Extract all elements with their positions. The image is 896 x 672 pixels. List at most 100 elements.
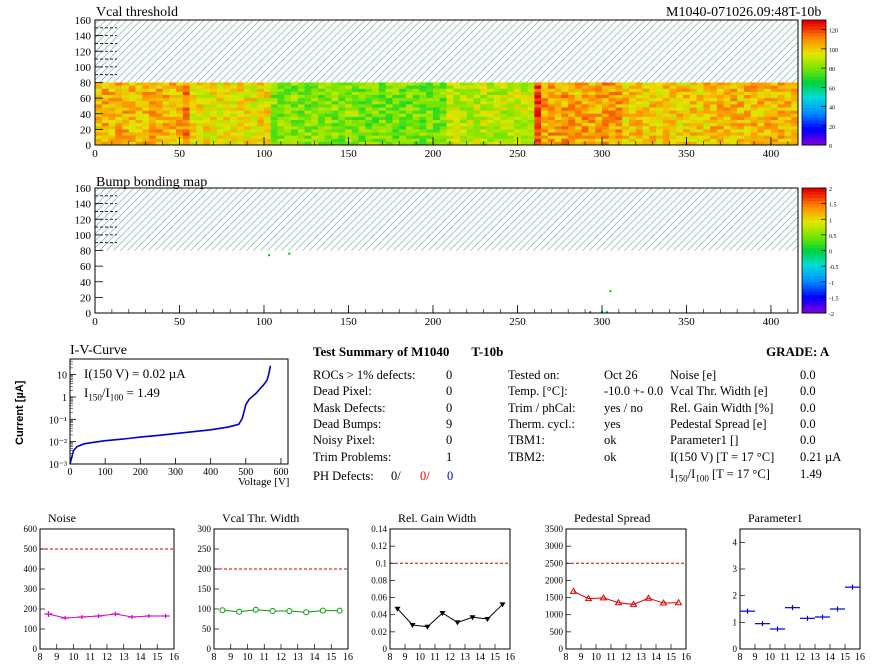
vcal-cell bbox=[622, 116, 630, 121]
vcal-cell bbox=[629, 98, 637, 102]
small-y-tick-label: 250 bbox=[198, 544, 212, 554]
vcal-cell bbox=[500, 85, 508, 90]
vcal-cell bbox=[601, 98, 610, 102]
vcal-cell bbox=[615, 126, 623, 130]
small-x-tick-label: 14 bbox=[475, 652, 485, 663]
vcal-cell bbox=[250, 132, 258, 137]
vcal-cell bbox=[149, 107, 157, 112]
vcal-cell bbox=[541, 88, 549, 93]
vcal-cell bbox=[541, 107, 549, 112]
small-y-tick-label: 100 bbox=[24, 624, 38, 634]
vcal-cell bbox=[223, 95, 231, 99]
vcal-cell bbox=[487, 91, 495, 96]
map-x-tick-label: 350 bbox=[678, 148, 695, 160]
vcal-cell bbox=[95, 123, 103, 127]
vcal-cell bbox=[696, 104, 704, 108]
vcal-cell bbox=[270, 126, 278, 130]
vcal-cell bbox=[311, 116, 319, 121]
vcal-cell bbox=[703, 138, 711, 143]
vcal-cell bbox=[439, 88, 447, 93]
vcal-cell bbox=[723, 126, 731, 130]
vcal-cell bbox=[460, 116, 468, 121]
vcal-cell bbox=[453, 104, 461, 108]
vcal-cell bbox=[318, 91, 326, 96]
vcal-cell bbox=[216, 85, 224, 90]
vcal-cell bbox=[615, 113, 623, 118]
vcal-cell bbox=[297, 132, 305, 137]
data-point bbox=[439, 611, 446, 616]
colorbar-tick-label: 2 bbox=[829, 187, 832, 193]
vcal-cell bbox=[162, 132, 170, 137]
vcal-cell bbox=[676, 95, 684, 99]
vcal-cell bbox=[460, 88, 468, 93]
vcal-cell bbox=[737, 104, 745, 108]
colorbar-segment bbox=[802, 281, 826, 286]
vcal-cell bbox=[588, 141, 596, 146]
vcal-cell bbox=[324, 135, 332, 140]
vcal-cell bbox=[574, 101, 583, 105]
iv-x-tick-label: 200 bbox=[133, 467, 148, 478]
vcal-cell bbox=[169, 104, 177, 108]
vcal-cell bbox=[764, 135, 772, 140]
vcal-cell bbox=[318, 132, 326, 137]
vcal-cell bbox=[135, 141, 143, 146]
vcal-cell bbox=[676, 123, 684, 127]
vcal-cell bbox=[128, 91, 136, 96]
vcal-cell bbox=[169, 98, 177, 102]
vcal-cell bbox=[250, 126, 258, 130]
vcal-cell bbox=[297, 116, 305, 121]
vcal-cell bbox=[351, 135, 360, 140]
vcal-cell bbox=[460, 141, 468, 146]
vcal-cell bbox=[629, 82, 637, 87]
vcal-cell bbox=[466, 88, 474, 93]
vcal-cell bbox=[135, 129, 143, 133]
vcal-cell bbox=[703, 98, 711, 102]
vcal-cell bbox=[608, 85, 616, 90]
vcal-cell bbox=[601, 135, 610, 140]
vcal-cell bbox=[554, 110, 562, 115]
vcal-cell bbox=[419, 95, 427, 99]
vcal-cell bbox=[770, 110, 779, 115]
vcal-cell bbox=[291, 101, 299, 105]
vcal-cell bbox=[473, 110, 481, 115]
vcal-cell bbox=[345, 113, 353, 118]
vcal-cell bbox=[209, 120, 218, 124]
vcal-cell bbox=[784, 120, 792, 124]
vcal-cell bbox=[635, 120, 643, 124]
vcal-cell bbox=[446, 91, 454, 96]
vcal-cell bbox=[358, 88, 366, 93]
vcal-cell bbox=[149, 82, 157, 87]
vcal-cell bbox=[629, 95, 637, 99]
vcal-cell bbox=[568, 126, 576, 130]
vcal-cell bbox=[419, 104, 427, 108]
vcal-cell bbox=[304, 126, 312, 130]
vcal-cell bbox=[716, 132, 725, 137]
vcal-cell bbox=[331, 104, 339, 108]
vcal-cell bbox=[527, 107, 535, 112]
vcal-cell bbox=[223, 85, 231, 90]
vcal-cell bbox=[473, 113, 481, 118]
vcal-cell bbox=[750, 95, 758, 99]
series-line bbox=[397, 604, 503, 628]
vcal-cell bbox=[669, 98, 677, 102]
vcal-cell bbox=[223, 116, 231, 121]
vcal-cell bbox=[493, 95, 501, 99]
iv-annotation-current: I(150 V) = 0.02 µA bbox=[84, 366, 186, 381]
vcal-cell bbox=[493, 138, 501, 143]
vcal-cell bbox=[541, 91, 549, 96]
vcal-cell bbox=[236, 88, 245, 93]
vcal-cell bbox=[615, 98, 623, 102]
vcal-cell bbox=[574, 110, 583, 115]
vcal-cell bbox=[629, 91, 637, 96]
vcal-cell bbox=[203, 88, 211, 93]
vcal-cell bbox=[466, 141, 474, 146]
vcal-cell bbox=[507, 120, 515, 124]
vcal-cell bbox=[236, 98, 245, 102]
defect-value-1: 0 bbox=[446, 384, 453, 399]
iv-x-tick-label: 400 bbox=[203, 467, 218, 478]
vcal-cell bbox=[304, 138, 312, 143]
vcal-cell bbox=[365, 120, 373, 124]
vcal-cell bbox=[534, 88, 542, 93]
vcal-cell bbox=[169, 129, 177, 133]
vcal-cell bbox=[365, 138, 373, 143]
